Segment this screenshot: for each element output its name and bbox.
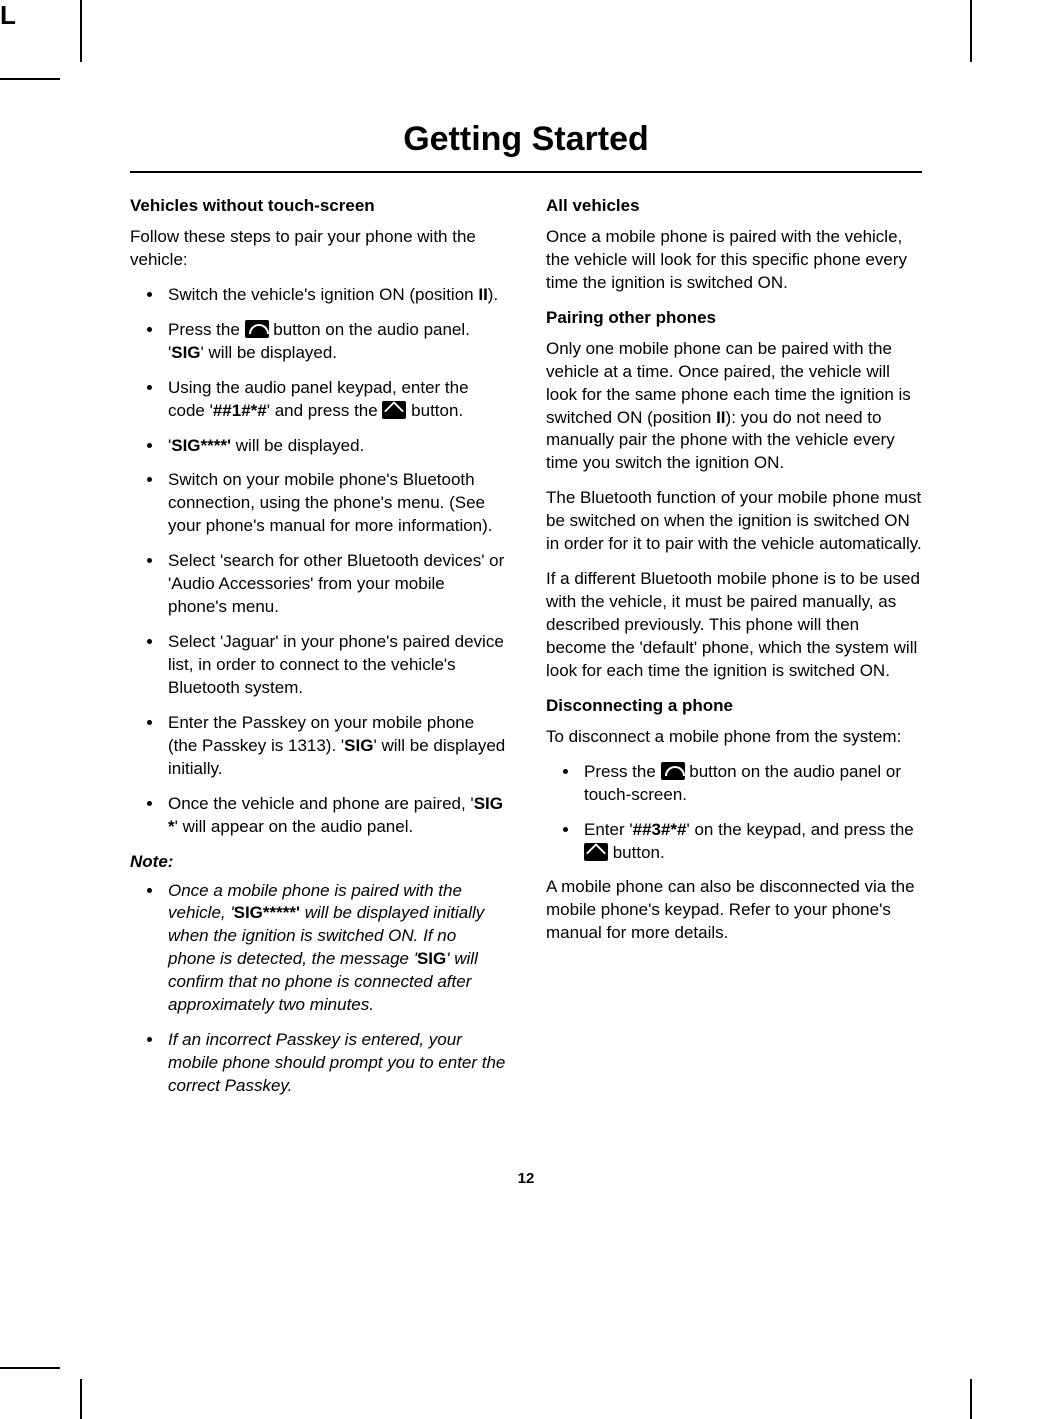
crop-mark — [80, 1379, 82, 1419]
bold: SIG****' — [171, 436, 231, 455]
bold: II — [716, 408, 725, 427]
bold: SIG*****' — [234, 903, 300, 922]
paragraph: Once a mobile phone is paired with the v… — [546, 226, 922, 295]
text: ' on the keypad, and press the — [687, 820, 914, 839]
pairing-steps: Switch the vehicle's ignition ON (positi… — [130, 284, 506, 839]
right-heading-all: All vehicles — [546, 195, 922, 218]
list-item: Select 'search for other Bluetooth devic… — [164, 550, 506, 619]
text: Once the vehicle and phone are paired, ' — [168, 794, 474, 813]
right-column: All vehicles Once a mobile phone is pair… — [546, 195, 922, 1110]
text: Enter ' — [584, 820, 633, 839]
text: ' will be displayed. — [201, 343, 337, 362]
title-rule — [130, 171, 922, 173]
page-number: 12 — [130, 1170, 922, 1187]
list-item: Using the audio panel keypad, enter the … — [164, 377, 506, 423]
right-heading-other: Pairing other phones — [546, 307, 922, 330]
paragraph: The Bluetooth function of your mobile ph… — [546, 487, 922, 556]
text: ' and press the — [267, 401, 383, 420]
phone-side-icon — [584, 843, 608, 861]
list-item: If an incorrect Passkey is entered, your… — [164, 1029, 506, 1098]
text: button. — [608, 843, 665, 862]
phone-side-icon — [382, 401, 406, 419]
list-item: Press the button on the audio panel or t… — [580, 761, 922, 807]
note-label: Note: — [130, 851, 506, 874]
crop-mark — [0, 1367, 60, 1369]
list-item: Once a mobile phone is paired with the v… — [164, 880, 506, 1018]
crop-mark — [970, 0, 972, 62]
crop-mark — [80, 0, 82, 62]
page-title: Getting Started — [130, 120, 922, 159]
paragraph: To disconnect a mobile phone from the sy… — [546, 726, 922, 749]
list-item: Select 'Jaguar' in your phone's paired d… — [164, 631, 506, 700]
text: ' will appear on the audio panel. — [175, 817, 414, 836]
bold: SIG — [417, 949, 446, 968]
list-item: Press the button on the audio panel. 'SI… — [164, 319, 506, 365]
page-body: Getting Started Vehicles without touch-s… — [130, 120, 922, 1187]
left-heading: Vehicles without touch-screen — [130, 195, 506, 218]
text: ). — [488, 285, 498, 304]
left-intro: Follow these steps to pair your phone wi… — [130, 226, 506, 272]
list-item: Switch on your mobile phone's Bluetooth … — [164, 469, 506, 538]
list-item: Enter the Passkey on your mobile phone (… — [164, 712, 506, 781]
list-item: Once the vehicle and phone are paired, '… — [164, 793, 506, 839]
left-column: Vehicles without touch-screen Follow the… — [130, 195, 506, 1110]
note-list: Once a mobile phone is paired with the v… — [130, 880, 506, 1098]
text: will be displayed. — [231, 436, 364, 455]
text: button. — [406, 401, 463, 420]
bold: ##1#*# — [213, 401, 267, 420]
bold: SIG — [171, 343, 200, 362]
text: Switch the vehicle's ignition ON (positi… — [168, 285, 478, 304]
bold: II — [478, 285, 487, 304]
list-item: Enter '##3#*#' on the keypad, and press … — [580, 819, 922, 865]
corner-letter: L — [0, 0, 16, 31]
paragraph: If a different Bluetooth mobile phone is… — [546, 568, 922, 683]
text: Press the — [168, 320, 245, 339]
bold: ##3#*# — [633, 820, 687, 839]
phone-up-icon — [245, 320, 269, 338]
text: Press the — [584, 762, 661, 781]
paragraph: A mobile phone can also be disconnected … — [546, 876, 922, 945]
paragraph: Only one mobile phone can be paired with… — [546, 338, 922, 476]
right-heading-disc: Disconnecting a phone — [546, 695, 922, 718]
crop-mark — [970, 1379, 972, 1419]
list-item: 'SIG****' will be displayed. — [164, 435, 506, 458]
bold: SIG — [344, 736, 373, 755]
disconnect-steps: Press the button on the audio panel or t… — [546, 761, 922, 865]
list-item: Switch the vehicle's ignition ON (positi… — [164, 284, 506, 307]
phone-up-icon — [661, 762, 685, 780]
crop-mark — [0, 78, 60, 80]
columns: Vehicles without touch-screen Follow the… — [130, 195, 922, 1110]
